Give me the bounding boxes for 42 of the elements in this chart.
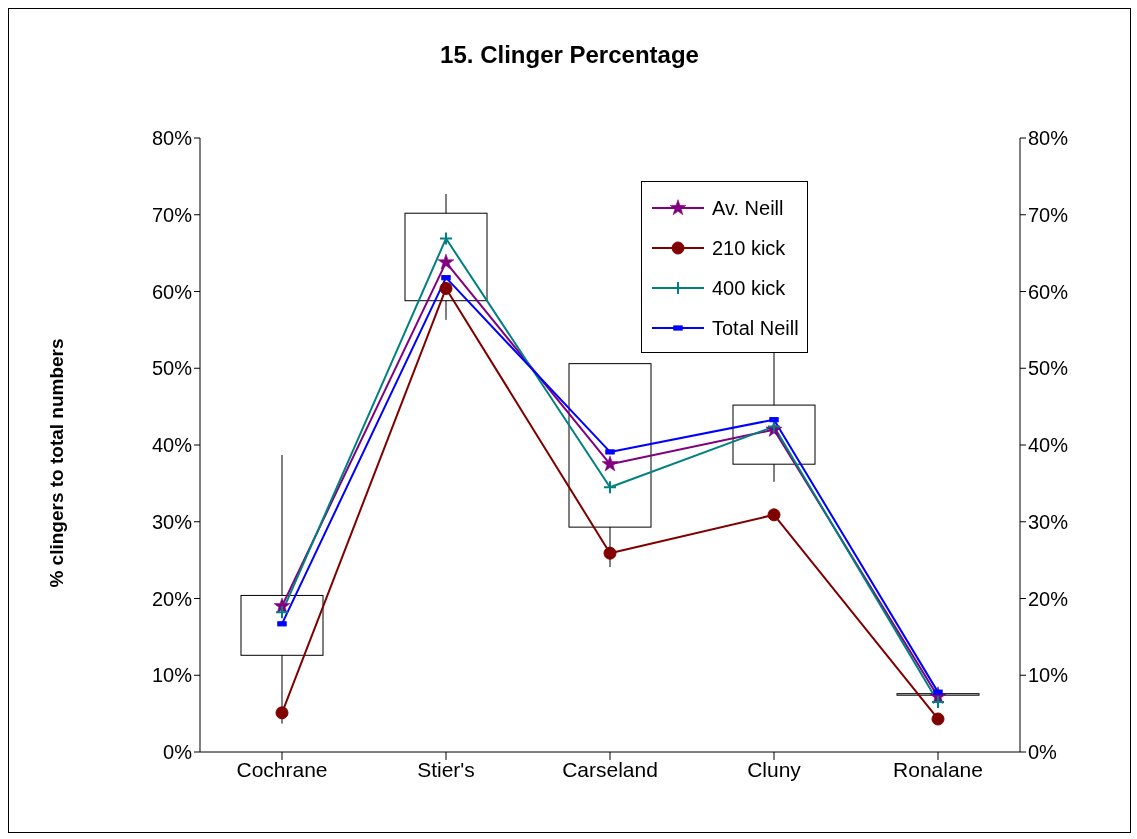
y-tick-label: 50% bbox=[151, 357, 193, 380]
y-axis-title: % clingers to total numbers bbox=[46, 337, 68, 590]
point bbox=[437, 253, 455, 270]
candlestick bbox=[240, 454, 324, 725]
y2-tick-label: 30% bbox=[1028, 510, 1069, 533]
y-tick-label: 70% bbox=[151, 203, 193, 226]
chart-title: 15. Clinger Percentage bbox=[439, 41, 700, 69]
y2-tick-label: 50% bbox=[1028, 357, 1069, 380]
legend-label: Total Neill bbox=[712, 316, 799, 340]
y-tick-label: 80% bbox=[151, 127, 193, 150]
y2-tick-label: 80% bbox=[1028, 127, 1069, 150]
y2-tick-label: 70% bbox=[1028, 203, 1069, 226]
y-tick-label: 40% bbox=[151, 434, 193, 457]
y2-tick-label: 20% bbox=[1028, 587, 1069, 610]
y2-tick-label: 60% bbox=[1028, 280, 1069, 303]
point bbox=[603, 546, 617, 560]
point bbox=[603, 480, 617, 495]
point bbox=[275, 605, 289, 620]
candlestick bbox=[404, 193, 488, 321]
x-tick-label: Ronalane bbox=[893, 757, 983, 781]
legend-label: 210 kick bbox=[712, 236, 786, 260]
x-tick-label: Cochrane bbox=[236, 757, 328, 781]
y2-tick-label: 0% bbox=[1028, 741, 1058, 764]
y-tick-label: 10% bbox=[151, 664, 193, 687]
point bbox=[601, 455, 619, 472]
point bbox=[439, 231, 453, 246]
y-tick-label: 20% bbox=[151, 587, 193, 610]
y-tick-label: 0% bbox=[163, 741, 193, 764]
point bbox=[767, 508, 781, 522]
x-tick-label: Carseland bbox=[562, 757, 658, 781]
x-tick-label: Cluny bbox=[747, 757, 802, 781]
legend-label: Av. Neill bbox=[712, 196, 784, 220]
point bbox=[439, 281, 453, 295]
point bbox=[931, 712, 945, 726]
legend-label: 400 kick bbox=[712, 276, 786, 300]
point bbox=[275, 706, 289, 720]
y-tick-label: 30% bbox=[151, 510, 193, 533]
x-tick-label: Stier's bbox=[417, 757, 475, 781]
y2-tick-label: 10% bbox=[1028, 664, 1069, 687]
y-tick-label: 60% bbox=[151, 280, 193, 303]
y2-tick-label: 40% bbox=[1028, 434, 1069, 457]
point bbox=[931, 695, 945, 710]
